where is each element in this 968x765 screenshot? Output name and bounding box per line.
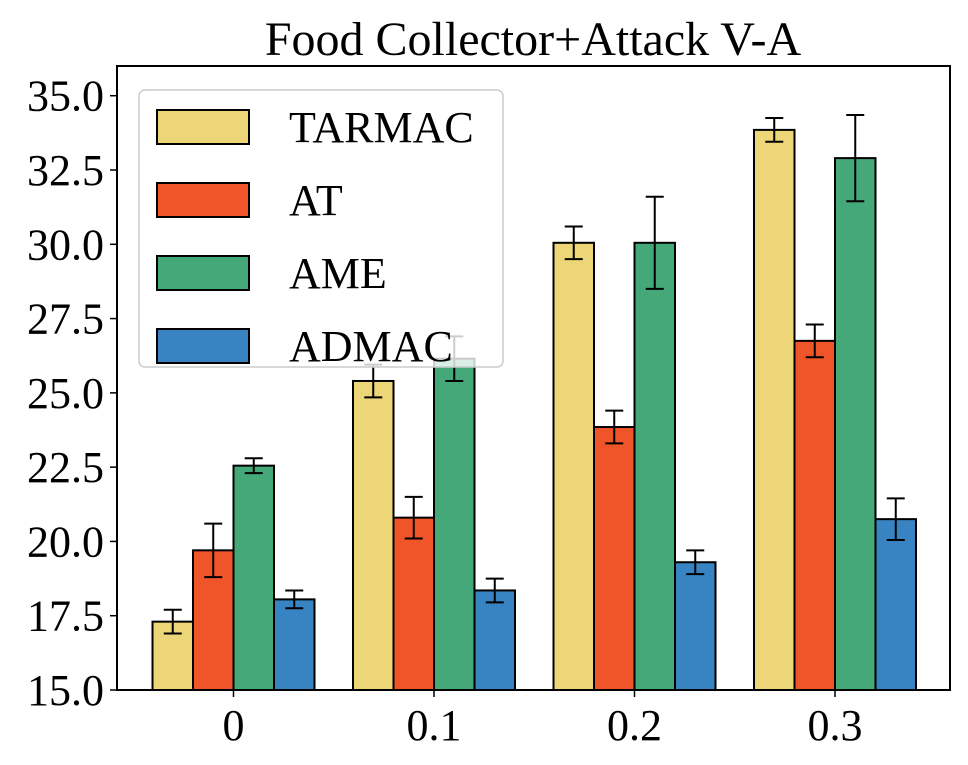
x-tick-label: 0.1 — [407, 701, 462, 750]
legend-item-ame: AME — [156, 249, 387, 298]
y-tick-label: 35.0 — [27, 72, 104, 121]
legend-swatch — [156, 182, 250, 218]
error-bar-ame-0 — [244, 457, 263, 475]
error-bar-at-0.1 — [404, 495, 423, 540]
y-tick-label: 22.5 — [27, 443, 104, 492]
error-bar-tarmac-0.3 — [765, 117, 784, 143]
bar-admac-0.2 — [674, 561, 717, 692]
error-bar-admac-0 — [285, 589, 304, 610]
error-bar-admac-0.2 — [686, 549, 705, 576]
bar-ame-0.1 — [433, 357, 476, 691]
error-bar-admac-0.1 — [485, 577, 504, 604]
bar-tarmac-0.1 — [352, 379, 395, 691]
y-tick-label: 32.5 — [27, 146, 104, 195]
plot-frame — [116, 65, 951, 691]
legend-box — [138, 89, 504, 368]
legend-swatch — [156, 328, 250, 364]
x-tick-label: 0.2 — [607, 701, 662, 750]
y-tick-label: 27.5 — [27, 295, 104, 344]
x-tick-label: 0 — [223, 701, 245, 750]
bar-ame-0 — [232, 464, 275, 691]
axes-layer: 0 0.1 0.2 0.3 15.0 17.5 20.0 22.5 25.0 27.5 30.0 32… — [27, 65, 951, 750]
bar-ame-0.3 — [834, 157, 877, 692]
error-bar-ame-0.3 — [846, 114, 865, 203]
error-bar-tarmac-0.2 — [564, 225, 583, 261]
error-bar-at-0.3 — [805, 323, 824, 359]
error-bar-admac-0.3 — [886, 497, 905, 541]
legend-item-at: AT — [156, 176, 343, 225]
legend-label: TARMAC — [289, 103, 474, 152]
bar-admac-0.1 — [473, 589, 516, 692]
legend-label: ADMAC — [289, 322, 453, 371]
legend-swatch — [156, 255, 250, 291]
error-bar-tarmac-0 — [163, 608, 182, 635]
bar-ame-0.2 — [633, 241, 676, 692]
legend: TARMAC AT AME ADMAC — [138, 89, 504, 371]
chart-title: Food Collector+Attack V-A — [265, 13, 802, 66]
y-tick-label: 30.0 — [27, 220, 104, 269]
bar-tarmac-0.2 — [552, 241, 595, 692]
bar-admac-0 — [273, 598, 316, 691]
bar-admac-0.3 — [874, 518, 917, 692]
legend-label: AME — [289, 249, 387, 298]
legend-item-tarmac: TARMAC — [156, 103, 474, 152]
bar-at-0.2 — [593, 426, 636, 691]
y-tick-label: 25.0 — [27, 369, 104, 418]
y-tick-label: 15.0 — [27, 666, 104, 715]
bar-tarmac-0.3 — [753, 128, 796, 691]
error-bar-ame-0.2 — [645, 195, 664, 290]
y-tick-label: 17.5 — [27, 592, 104, 641]
legend-swatch — [156, 109, 250, 145]
y-tick-label: 20.0 — [27, 517, 104, 566]
error-bar-at-0 — [204, 522, 223, 579]
legend-item-admac: ADMAC — [156, 322, 453, 371]
legend-label: AT — [289, 176, 343, 225]
bar-at-0.3 — [793, 339, 836, 691]
bar-at-0.1 — [392, 516, 435, 692]
error-bar-at-0.2 — [605, 409, 624, 445]
x-tick-label: 0.3 — [808, 701, 863, 750]
